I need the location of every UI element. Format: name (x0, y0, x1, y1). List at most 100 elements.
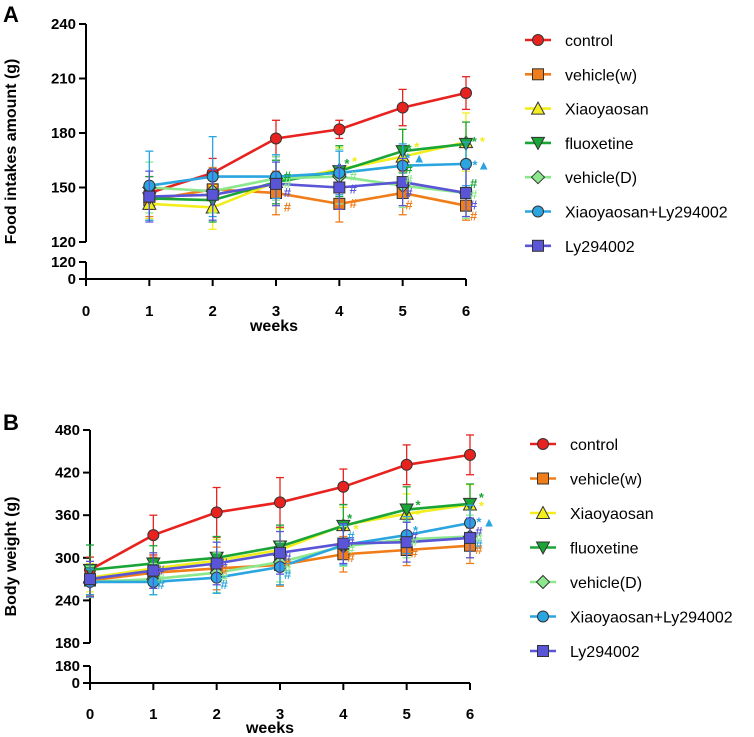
panel-a-legend-label: control (565, 33, 613, 50)
panel-b-significance-mark: # (411, 529, 419, 544)
panel-a-legend-marker (530, 169, 546, 185)
panel-a-significance-mark: * (344, 156, 350, 171)
panel-b-significance-mark: # (411, 534, 419, 549)
panel-a-legend-marker (532, 34, 544, 46)
panel-b-significance-mark: # (475, 524, 483, 539)
panel-b-point-ly294002 (210, 557, 223, 570)
panel-b-significance-mark: # (347, 529, 355, 544)
panel-b-point-ly294002 (337, 537, 350, 550)
panel-a-letter: A (3, 2, 19, 27)
panel-b-significance-mark: # (157, 571, 165, 586)
panel-b-significance-mark: # (475, 542, 483, 557)
panel-b-series-ly294002 (84, 517, 476, 598)
panel-a-point-ly294002 (206, 188, 219, 201)
panel-b-legend-label: vehicle(D) (570, 575, 642, 592)
panel-b-legend-item-fluoxetine: fluoxetine (530, 541, 639, 558)
panel-b-point-control (464, 448, 476, 461)
panel-a-point-ly294002 (460, 186, 472, 199)
panel-b-point-control (400, 458, 413, 471)
panel-a-y-tick-label: 240 (51, 16, 76, 33)
panel-b-significance-mark: # (221, 570, 229, 585)
panel-b-point-ly294002 (84, 573, 96, 586)
panel-a-line-xiaoyaosan_ly (149, 162, 467, 187)
panel-a-legend-marker (532, 205, 544, 218)
panel-a-legend-label: Xiaoyaosan+Ly294002 (565, 205, 728, 222)
panel-b-significance-mark: # (221, 562, 229, 577)
panel-a-significance-mark: # (470, 209, 478, 224)
panel-a-significance-mark: * (472, 134, 478, 149)
panel-a-point-xiaoyaosan_ly (460, 157, 472, 170)
panel-a-legend-label: Xiaoyaosan (565, 102, 649, 119)
panel-a-break-tick-label: 120 (51, 254, 76, 271)
panel-b-legend-label: Xiaoyaosan (570, 506, 654, 523)
panel-b-significance-mark: * (413, 523, 419, 538)
panel-b-y-tick-label: 420 (55, 465, 80, 482)
panel-b-significance-mark: * (347, 511, 353, 526)
panel-a-significance-mark: ▲ (477, 158, 490, 173)
panel-b-significance-mark: # (157, 563, 165, 578)
panel-a-significance-mark: # (405, 172, 413, 187)
panel-a-x-tick-label: 1 (145, 303, 153, 320)
panel-a-series-xiaoyaosan (141, 112, 474, 230)
panel-b-legend-marker (535, 505, 551, 519)
panel-a-line-control (148, 91, 467, 195)
panel-b-x-axis-title: weeks (245, 720, 294, 737)
panel-a-significance-mark: # (470, 198, 478, 213)
panel-b-legend-label: vehicle(w) (570, 472, 642, 489)
panel-b-y-tick-label: 240 (55, 592, 80, 609)
panel-a-legend-item-ly294002: Ly294002 (525, 239, 635, 256)
panel-b-significance-mark: * (479, 499, 485, 514)
panel-a-significance-mark: * (414, 140, 420, 155)
panel-b-point-fluoxetine (462, 497, 478, 512)
panel-b-x-tick-label: 6 (466, 706, 474, 723)
panel-a-series-ly294002 (143, 157, 472, 223)
panel-a-significance-mark: # (350, 181, 358, 196)
panel-a-y-tick-label: 180 (51, 125, 76, 142)
panel-b-significance-mark: * (353, 521, 359, 536)
panel-a-significance-mark: * (352, 154, 358, 169)
panel-b-letter: B (3, 410, 19, 435)
panel-b-legend-marker (537, 645, 549, 657)
panel-a-significance-mark: # (350, 169, 358, 184)
panel-b-significance-mark: # (221, 577, 229, 592)
panel-a-significance-mark: # (470, 176, 478, 191)
panel-b-significance-mark: # (475, 530, 483, 545)
panel-a-legend-item-xiaoyaosan: Xiaoyaosan (525, 101, 649, 119)
panel-b-legend-label: Ly294002 (570, 644, 640, 661)
panel-a-line-vehicle_d (149, 175, 467, 195)
panel-b-significance-mark: * (416, 507, 422, 522)
panel-b-point-ly294002 (400, 536, 413, 549)
panel-b-significance-mark: ▲ (483, 514, 496, 529)
panel-a-significance-mark: # (470, 187, 478, 202)
panel-b-legend-item-xiaoyaosan_ly: Xiaoyaosan+Ly294002 (530, 610, 733, 627)
panel-b-legend-marker (535, 574, 551, 590)
panel-b-legend-item-vehicle_d: vehicle(D) (530, 574, 642, 592)
panel-a-legend-label: Ly294002 (565, 239, 635, 256)
panel-a-legend-item-xiaoyaosan_ly: Xiaoyaosan+Ly294002 (525, 205, 728, 222)
panel-a-point-ly294002 (143, 190, 156, 203)
panel-a-significance-mark: * (406, 141, 412, 156)
panel-b-point-ly294002 (464, 531, 476, 544)
panel-b-legend-marker (537, 472, 549, 485)
panel-b-legend-marker (535, 541, 551, 556)
panel-a-significance-mark: # (284, 176, 292, 191)
panel-b-point-control (337, 480, 350, 493)
panel-b-legend-item-control: control (530, 437, 618, 454)
panel-a-y-tick-label: 210 (51, 71, 76, 88)
panel-a-x-tick-label: 5 (398, 303, 406, 320)
panel-b-x-tick-label: 3 (276, 706, 284, 723)
panel-a-point-control (460, 87, 472, 100)
panel-a-point-control (396, 101, 409, 114)
panel-a-x-tick-label: 4 (335, 303, 344, 320)
panel-b-significance-mark: # (347, 534, 355, 549)
panel-b-significance-mark: * (476, 514, 482, 529)
panel-a-y-axis-title: Food intakes amount (g) (3, 59, 20, 245)
panel-a-y-tick-label: 150 (51, 180, 76, 197)
panel-b-legend-item-xiaoyaosan: Xiaoyaosan (530, 505, 654, 523)
panel-a-significance-mark: * (405, 150, 411, 165)
panel-b-significance-mark: # (347, 550, 355, 565)
panel-b-legend-item-vehicle_w: vehicle(w) (530, 472, 642, 489)
panel-b-x-tick-label: 2 (212, 706, 220, 723)
panel-a-significance-mark: ▲ (413, 150, 426, 165)
